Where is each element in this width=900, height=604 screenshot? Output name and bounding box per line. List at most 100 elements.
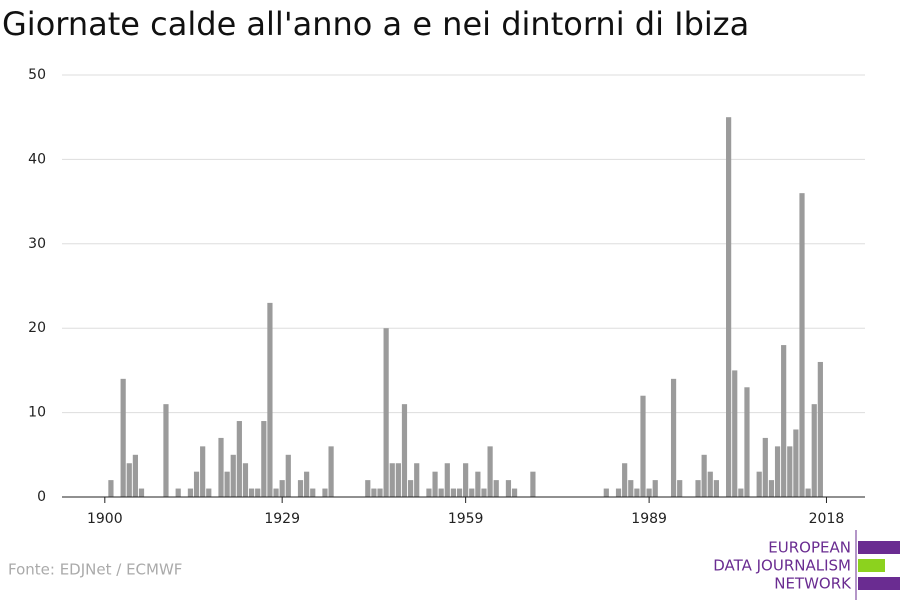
bar xyxy=(615,488,622,497)
y-tick-label: 10 xyxy=(28,405,46,421)
bar xyxy=(206,488,212,497)
bar xyxy=(414,463,420,497)
y-tick-label: 0 xyxy=(37,489,46,505)
bar xyxy=(230,454,236,497)
bar xyxy=(738,488,744,497)
bar xyxy=(395,463,401,497)
bar xyxy=(242,463,249,497)
y-tick-label: 50 xyxy=(28,67,46,83)
bar xyxy=(732,370,738,497)
bar xyxy=(261,421,267,497)
bar xyxy=(756,471,762,497)
bar xyxy=(450,488,457,497)
bar xyxy=(456,488,463,497)
bar xyxy=(481,488,487,497)
bar xyxy=(805,488,811,497)
bar xyxy=(744,387,750,497)
bar xyxy=(132,454,138,497)
bar xyxy=(304,471,310,497)
bar xyxy=(628,480,634,497)
bar xyxy=(487,446,493,497)
bar xyxy=(328,446,334,497)
bar xyxy=(273,488,279,497)
bar xyxy=(707,471,713,497)
chart-title: Giornate calde all'anno a e nei dintorni… xyxy=(2,5,749,43)
source: Fonte: EDJNet / ECMWF xyxy=(8,561,182,579)
x-tick-label: 1959 xyxy=(448,511,484,527)
bar xyxy=(175,488,181,497)
x-tick-label: 1929 xyxy=(264,511,300,527)
y-tick-label: 40 xyxy=(28,151,46,167)
bar xyxy=(646,488,652,497)
bar xyxy=(762,437,768,497)
bar xyxy=(224,471,230,497)
bar xyxy=(768,480,775,497)
bar xyxy=(634,488,640,497)
bar xyxy=(469,488,475,497)
y-tick-label: 20 xyxy=(28,320,46,336)
bar xyxy=(493,480,499,497)
bar xyxy=(811,404,817,497)
bar xyxy=(108,480,114,497)
bar xyxy=(187,488,194,497)
bar xyxy=(407,480,414,497)
logo-text: EUROPEAN xyxy=(768,539,851,557)
bar xyxy=(701,454,707,497)
logo-bar xyxy=(858,541,900,554)
bar xyxy=(713,480,719,497)
bar xyxy=(426,488,432,497)
bar xyxy=(793,429,799,497)
bar xyxy=(126,463,132,497)
bar xyxy=(505,480,512,497)
bar xyxy=(279,480,285,497)
bar xyxy=(267,302,273,497)
bar xyxy=(774,446,781,497)
bar xyxy=(640,395,646,497)
bar xyxy=(310,488,316,497)
bar xyxy=(511,488,518,497)
bar xyxy=(218,437,224,497)
bar xyxy=(438,488,444,497)
bar xyxy=(781,345,787,497)
bar xyxy=(193,471,200,497)
bar xyxy=(677,480,683,497)
bar xyxy=(726,117,732,497)
logo: EUROPEAN DATA JOURNALISM NETWORK xyxy=(713,530,900,600)
logo-bar xyxy=(858,577,900,590)
bar xyxy=(365,480,371,497)
bar xyxy=(377,488,383,497)
bar xyxy=(817,361,823,497)
x-tick-label: 1900 xyxy=(87,511,123,527)
bar xyxy=(248,488,255,497)
bar xyxy=(432,471,438,497)
bar xyxy=(652,480,658,497)
bar xyxy=(120,378,126,497)
bar xyxy=(444,463,450,497)
bar xyxy=(475,471,481,497)
bar xyxy=(787,446,793,497)
bar xyxy=(285,454,291,497)
x-tick-label: 2018 xyxy=(809,511,845,527)
bar xyxy=(401,404,408,497)
bar xyxy=(695,480,701,497)
bar xyxy=(163,404,169,497)
bar xyxy=(622,463,628,497)
logo-text: DATA JOURNALISM xyxy=(713,557,851,575)
bar xyxy=(255,488,261,497)
bar xyxy=(603,488,609,497)
bar xyxy=(530,471,536,497)
bar xyxy=(463,463,469,497)
bar xyxy=(200,446,206,497)
logo-bar xyxy=(858,559,885,572)
y-tick-label: 30 xyxy=(28,236,46,252)
bar xyxy=(138,488,145,497)
bar xyxy=(670,378,677,497)
bar xyxy=(799,193,805,497)
bar xyxy=(322,488,328,497)
bar xyxy=(371,488,377,497)
logo-text: NETWORK xyxy=(774,575,852,593)
bar xyxy=(236,421,242,497)
x-tick-label: 1989 xyxy=(631,511,667,527)
bar xyxy=(297,480,304,497)
